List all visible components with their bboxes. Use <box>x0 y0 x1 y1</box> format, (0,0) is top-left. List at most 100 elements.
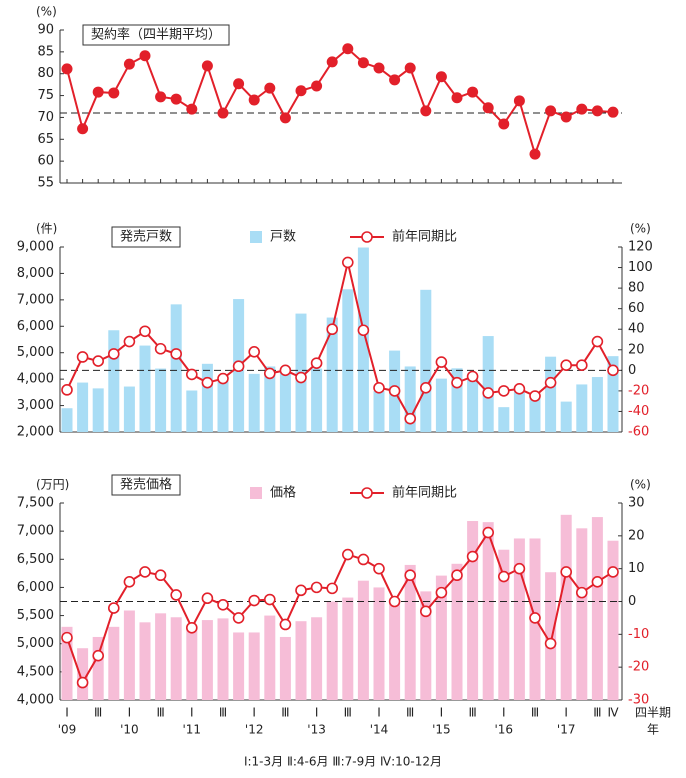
bar <box>155 368 167 432</box>
y2-tick-label: 0 <box>628 594 636 609</box>
bar <box>435 575 447 700</box>
x-tick-label: Ⅲ <box>531 706 539 720</box>
marker <box>575 359 588 371</box>
x-tick-label: Ⅰ <box>128 706 132 720</box>
y-tick-label: 75 <box>37 88 54 103</box>
y-unit-label: (%) <box>36 5 57 19</box>
x-axis-label-year: 年 <box>647 723 659 737</box>
marker <box>513 383 526 395</box>
x-year-label: '09 <box>58 723 77 737</box>
marker <box>76 351 89 363</box>
bar <box>373 391 385 432</box>
x-tick-label: Ⅰ <box>315 706 319 720</box>
bar <box>123 610 135 700</box>
y-tick-label: 6,000 <box>17 580 54 595</box>
bar <box>186 390 198 432</box>
bar <box>607 540 619 700</box>
x-tick-label: Ⅲ <box>219 706 227 720</box>
marker <box>404 412 417 425</box>
bar <box>326 601 338 700</box>
bar <box>217 379 229 432</box>
y2-tick-label: 80 <box>628 281 645 296</box>
marker <box>92 355 104 367</box>
bar <box>560 514 572 700</box>
legend-swatch <box>250 231 262 243</box>
bar <box>279 368 291 432</box>
marker <box>451 92 463 104</box>
x-axis-label: 四半期 <box>635 706 671 720</box>
x-year-label: '17 <box>557 723 576 737</box>
chart-title: 契約率（四半期平均） <box>91 27 221 43</box>
legend-label: 前年同期比 <box>392 229 457 245</box>
bar <box>513 389 525 432</box>
marker <box>341 256 354 269</box>
bar <box>451 368 463 432</box>
y-unit-label: (件) <box>36 222 57 236</box>
bar <box>420 591 432 700</box>
y-tick-label: 70 <box>37 110 54 125</box>
marker <box>404 62 416 74</box>
marker <box>108 348 120 360</box>
marker <box>77 123 89 135</box>
legend-marker <box>361 487 373 499</box>
y-tick-label: 85 <box>37 44 54 59</box>
marker <box>154 342 167 355</box>
marker <box>419 605 432 618</box>
marker <box>310 581 323 594</box>
marker <box>232 360 245 373</box>
x-year-label: '16 <box>495 723 514 737</box>
bar <box>435 378 447 432</box>
marker <box>139 50 151 62</box>
y-tick-label: 2,000 <box>17 425 54 440</box>
marker <box>591 105 603 117</box>
x-tick-label: Ⅲ <box>94 706 102 720</box>
y2-tick-label: 60 <box>628 301 645 316</box>
marker <box>186 621 198 634</box>
x-tick-label: Ⅲ <box>281 706 289 720</box>
bar <box>139 345 151 432</box>
y2-tick-label: -30 <box>628 693 649 708</box>
x-year-label: '14 <box>370 723 389 737</box>
marker <box>92 649 104 662</box>
legend-label: 前年同期比 <box>392 485 457 501</box>
y-tick-label: 6,000 <box>17 319 54 334</box>
marker <box>341 548 354 561</box>
marker <box>575 586 588 599</box>
bar <box>357 580 369 700</box>
title-box <box>111 226 181 248</box>
x-tick-label: Ⅰ <box>564 706 568 720</box>
bar <box>248 632 260 700</box>
legend-label: 戸数 <box>270 230 296 245</box>
marker <box>76 676 89 689</box>
y-tick-label: 65 <box>37 132 54 147</box>
y-tick-label: 80 <box>37 66 54 81</box>
bar <box>77 648 89 700</box>
bar <box>170 617 182 700</box>
bar <box>529 395 541 432</box>
bar <box>92 636 104 700</box>
bar <box>404 366 416 432</box>
marker <box>467 86 479 98</box>
y-tick-label: 4,000 <box>17 693 54 708</box>
marker <box>404 569 417 582</box>
marker <box>139 566 151 578</box>
marker <box>420 105 432 117</box>
marker <box>466 550 479 563</box>
marker <box>357 553 370 566</box>
bar <box>545 572 557 700</box>
bar <box>342 289 354 432</box>
marker <box>217 372 229 385</box>
bar <box>77 382 89 432</box>
marker <box>92 86 104 98</box>
marker <box>529 612 541 624</box>
x-tick-label: Ⅲ <box>156 706 164 720</box>
marker <box>170 589 182 601</box>
y2-tick-label: -20 <box>628 383 649 398</box>
bar <box>591 517 603 700</box>
y2-tick-label: -60 <box>628 425 649 440</box>
marker <box>560 359 573 371</box>
marker <box>61 63 73 75</box>
legend-swatch <box>250 487 262 499</box>
marker <box>357 57 369 69</box>
bar <box>482 336 494 432</box>
